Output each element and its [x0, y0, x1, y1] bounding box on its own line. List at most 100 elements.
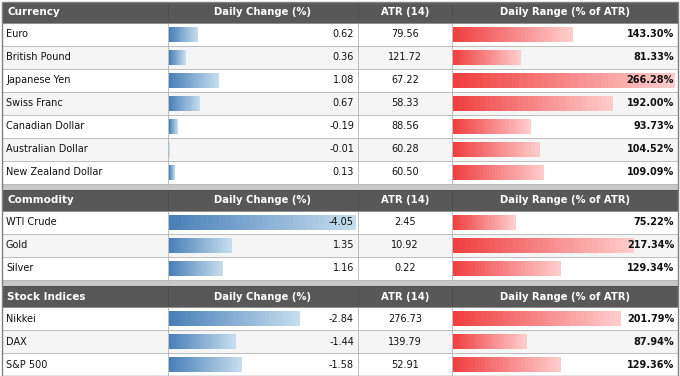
Bar [487, 50, 490, 65]
Text: 52.91: 52.91 [391, 359, 419, 370]
Bar [581, 311, 588, 326]
Bar [176, 50, 177, 65]
Bar [466, 215, 468, 230]
Bar [510, 119, 513, 134]
Bar [217, 238, 219, 253]
Bar [170, 96, 171, 111]
Bar [586, 96, 592, 111]
Bar [464, 311, 471, 326]
Bar [175, 50, 176, 65]
Bar [506, 96, 512, 111]
Text: Currency: Currency [7, 8, 60, 17]
Bar [452, 23, 678, 46]
Bar [477, 238, 483, 253]
Bar [178, 334, 180, 349]
Bar [486, 165, 490, 180]
Bar [169, 311, 174, 326]
Bar [608, 73, 616, 88]
Bar [178, 96, 180, 111]
Bar [256, 311, 261, 326]
Bar [556, 238, 562, 253]
Bar [203, 357, 206, 372]
Bar [173, 96, 175, 111]
Bar [227, 238, 229, 253]
Bar [198, 238, 201, 253]
Bar [467, 142, 471, 157]
Bar [458, 119, 461, 134]
Bar [184, 50, 186, 65]
Text: 67.22: 67.22 [391, 75, 419, 85]
Bar [463, 334, 466, 349]
Bar [2, 2, 168, 23]
Bar [478, 50, 481, 65]
Bar [511, 357, 515, 372]
Bar [2, 46, 168, 69]
Bar [195, 73, 198, 88]
Bar [509, 334, 512, 349]
Bar [514, 142, 517, 157]
Bar [218, 357, 220, 372]
Bar [210, 238, 213, 253]
Text: ATR (14): ATR (14) [381, 292, 429, 302]
Bar [468, 215, 470, 230]
Bar [200, 334, 203, 349]
Bar [539, 357, 543, 372]
Bar [174, 96, 175, 111]
Bar [175, 73, 177, 88]
Bar [286, 311, 291, 326]
Bar [475, 261, 479, 276]
Bar [188, 96, 190, 111]
Bar [176, 119, 177, 134]
Bar [498, 165, 502, 180]
Bar [171, 50, 172, 65]
Text: 129.36%: 129.36% [627, 359, 674, 370]
Bar [452, 115, 678, 138]
Bar [458, 96, 464, 111]
Bar [560, 96, 565, 111]
Text: Gold: Gold [6, 240, 29, 250]
Bar [171, 334, 174, 349]
Bar [526, 165, 529, 180]
Bar [206, 238, 209, 253]
Bar [490, 119, 492, 134]
Bar [194, 96, 195, 111]
Bar [522, 165, 526, 180]
Bar [170, 50, 171, 65]
Bar [358, 138, 452, 161]
Bar [511, 215, 514, 230]
Bar [358, 23, 452, 46]
Bar [452, 330, 678, 353]
Bar [358, 46, 452, 69]
Bar [206, 215, 213, 230]
Bar [480, 334, 483, 349]
Bar [248, 311, 252, 326]
Bar [168, 257, 358, 280]
Bar [528, 96, 533, 111]
Text: 1.35: 1.35 [333, 240, 354, 250]
Bar [452, 307, 678, 330]
Text: WTI Crude: WTI Crude [6, 217, 56, 227]
Text: 10.92: 10.92 [391, 240, 419, 250]
Bar [183, 261, 186, 276]
Bar [2, 286, 168, 307]
Bar [615, 311, 622, 326]
Bar [182, 50, 184, 65]
Bar [168, 115, 358, 138]
Bar [521, 119, 524, 134]
Bar [2, 23, 168, 46]
Bar [168, 190, 358, 211]
Bar [457, 27, 462, 42]
Text: 58.33: 58.33 [391, 99, 419, 108]
Bar [168, 92, 358, 115]
Bar [461, 27, 465, 42]
Bar [493, 27, 497, 42]
Bar [190, 73, 192, 88]
Bar [554, 357, 558, 372]
Bar [479, 96, 486, 111]
Bar [488, 215, 491, 230]
Bar [452, 257, 678, 280]
Bar [492, 334, 495, 349]
Bar [205, 357, 208, 372]
Bar [358, 307, 452, 330]
Bar [667, 73, 675, 88]
